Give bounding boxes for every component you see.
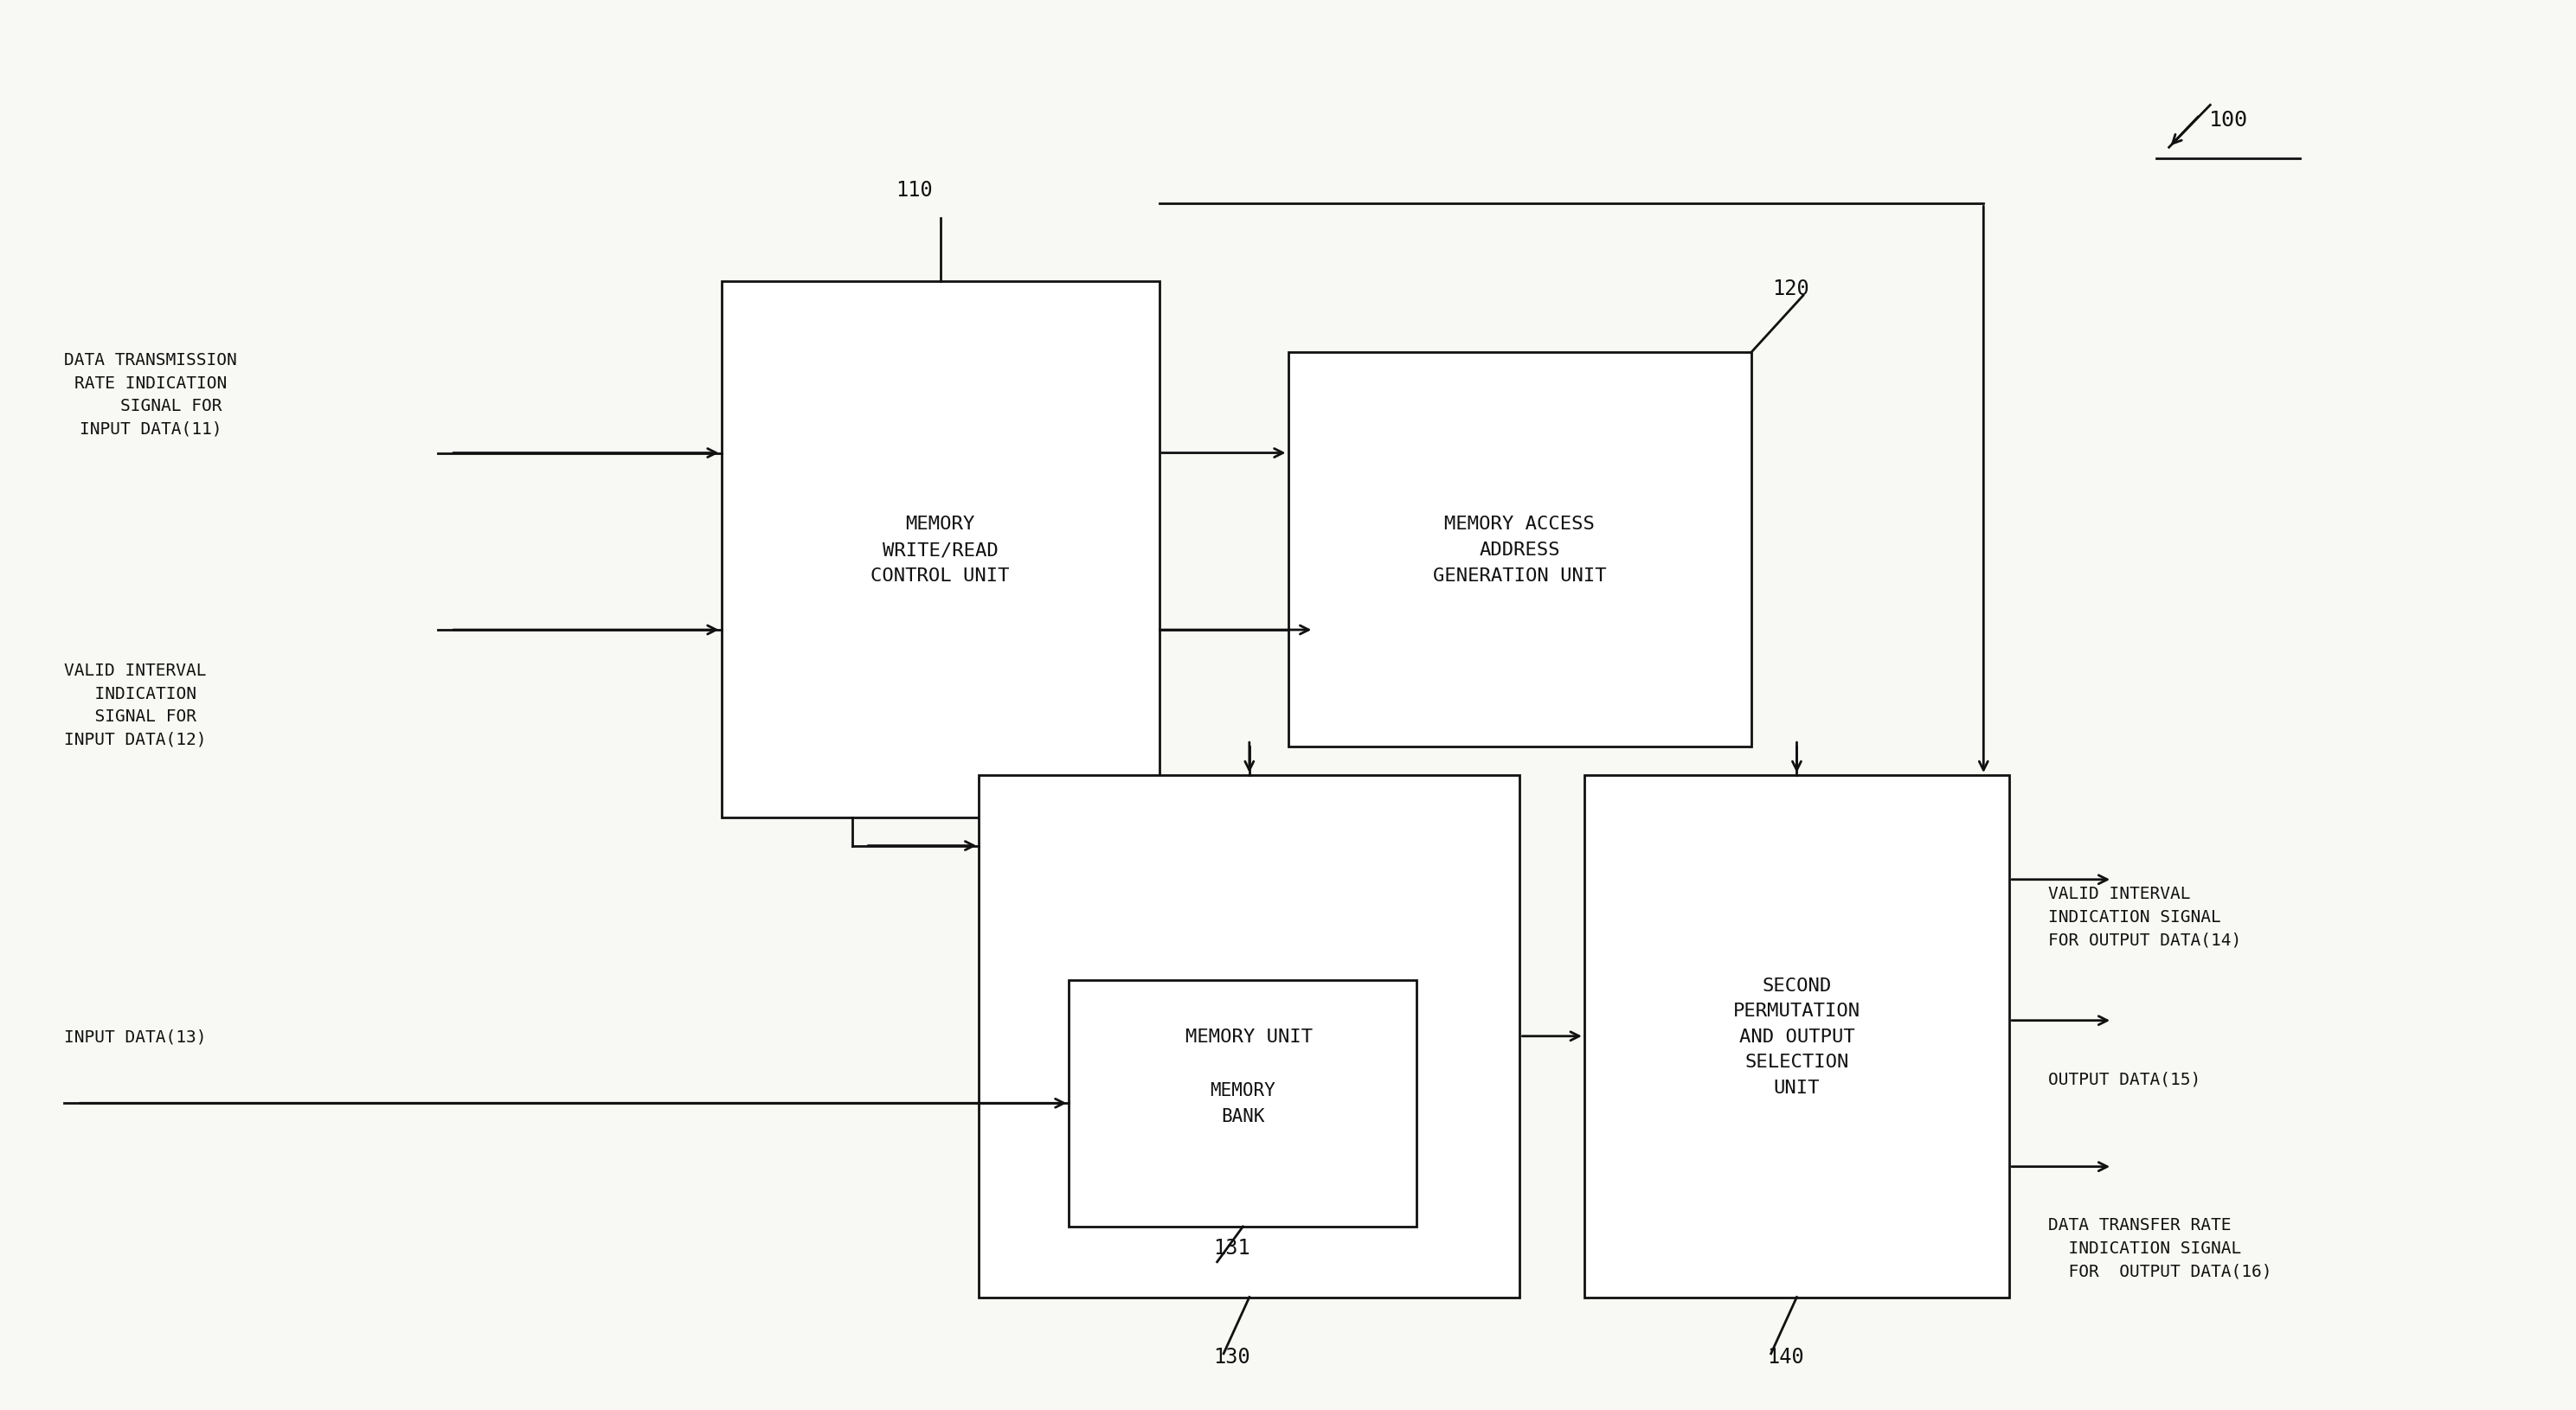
Bar xyxy=(1069,980,1417,1227)
Text: OUTPUT DATA(15): OUTPUT DATA(15) xyxy=(2048,1070,2200,1087)
Bar xyxy=(979,776,1520,1297)
Bar xyxy=(721,282,1159,818)
Text: 120: 120 xyxy=(1772,279,1808,299)
Text: MEMORY
BANK: MEMORY BANK xyxy=(1211,1081,1275,1125)
Text: MEMORY UNIT: MEMORY UNIT xyxy=(1185,1028,1314,1045)
Text: MEMORY
WRITE/READ
CONTROL UNIT: MEMORY WRITE/READ CONTROL UNIT xyxy=(871,516,1010,584)
Text: VALID INTERVAL
INDICATION SIGNAL
FOR OUTPUT DATA(14): VALID INTERVAL INDICATION SIGNAL FOR OUT… xyxy=(2048,885,2241,948)
Bar xyxy=(1288,352,1752,747)
Text: MEMORY ACCESS
ADDRESS
GENERATION UNIT: MEMORY ACCESS ADDRESS GENERATION UNIT xyxy=(1432,516,1607,584)
Text: 110: 110 xyxy=(896,180,933,200)
Text: DATA TRANSFER RATE
  INDICATION SIGNAL
  FOR  OUTPUT DATA(16): DATA TRANSFER RATE INDICATION SIGNAL FOR… xyxy=(2048,1217,2272,1279)
Text: 130: 130 xyxy=(1213,1347,1249,1366)
Text: 131: 131 xyxy=(1213,1238,1249,1258)
Text: 100: 100 xyxy=(2208,110,2249,130)
Text: VALID INTERVAL
  INDICATION
  SIGNAL FOR
INPUT DATA(12): VALID INTERVAL INDICATION SIGNAL FOR INP… xyxy=(64,663,206,747)
Text: INPUT DATA(13): INPUT DATA(13) xyxy=(64,1028,206,1045)
Bar xyxy=(1584,776,2009,1297)
Text: DATA TRANSMISSION
RATE INDICATION
    SIGNAL FOR
INPUT DATA(11): DATA TRANSMISSION RATE INDICATION SIGNAL… xyxy=(64,352,237,437)
Text: SECOND
PERMUTATION
AND OUTPUT
SELECTION
UNIT: SECOND PERMUTATION AND OUTPUT SELECTION … xyxy=(1734,977,1860,1096)
Text: 140: 140 xyxy=(1767,1347,1803,1366)
